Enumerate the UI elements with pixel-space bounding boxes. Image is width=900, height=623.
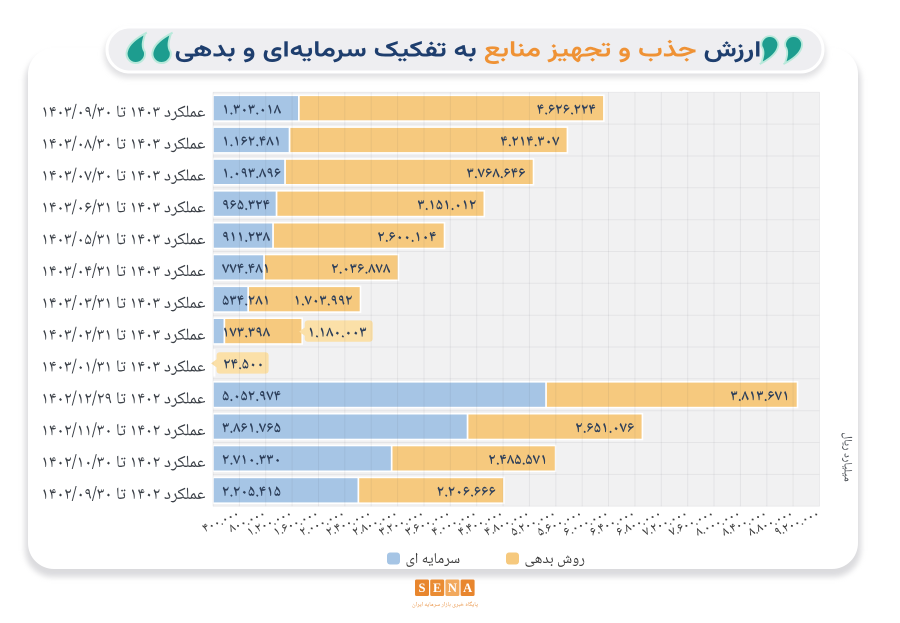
svg-text:N: N bbox=[448, 581, 457, 595]
svg-text:S: S bbox=[419, 581, 426, 595]
svg-text:E: E bbox=[433, 581, 441, 595]
svg-text:A: A bbox=[463, 581, 472, 595]
